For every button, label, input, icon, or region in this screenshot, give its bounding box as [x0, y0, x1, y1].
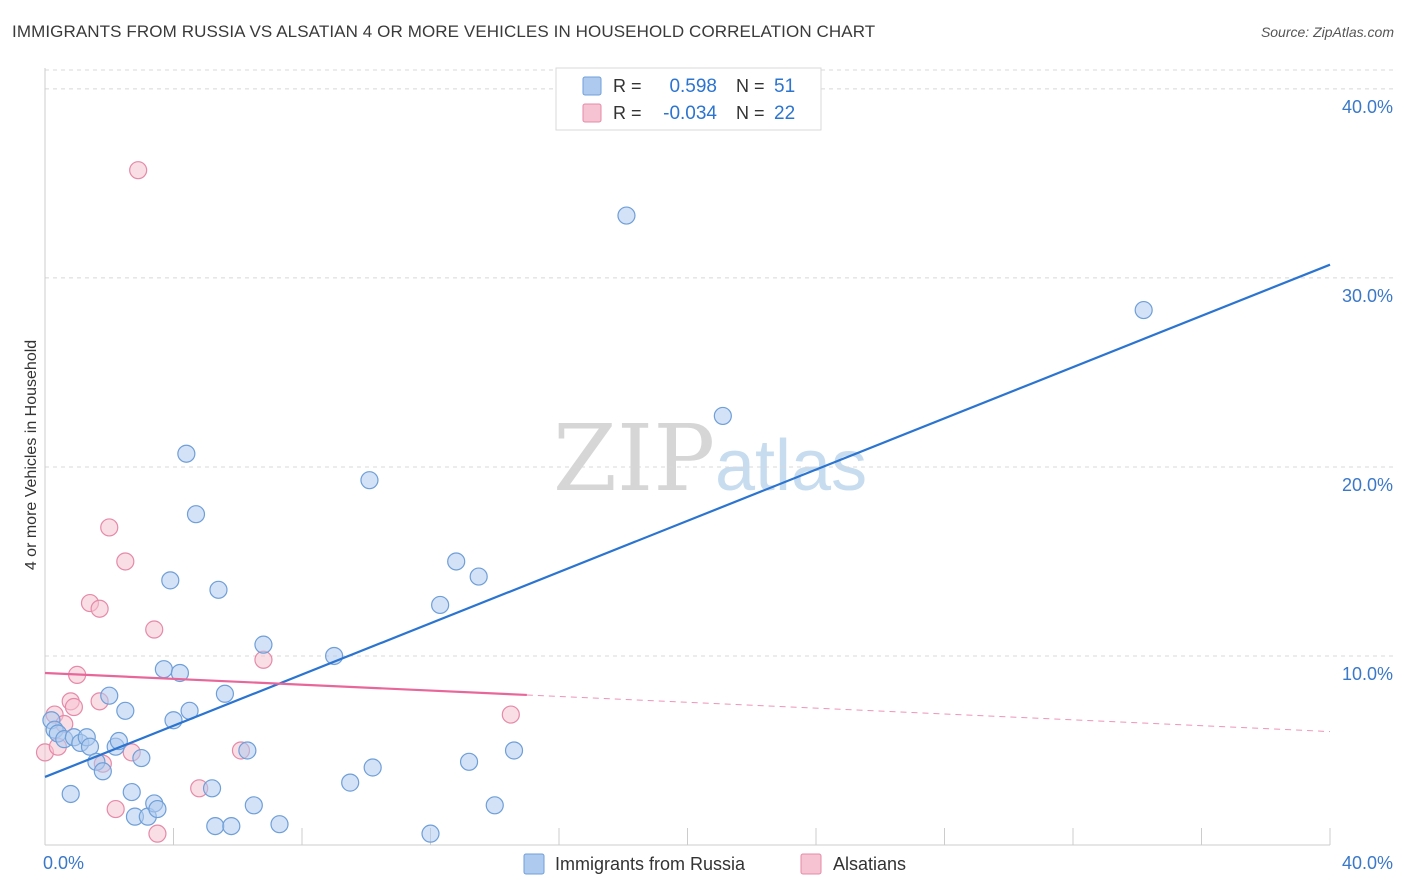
- russia-point: [100, 686, 119, 705]
- legend-n-value-2: 22: [774, 103, 795, 124]
- russia-point: [122, 782, 141, 802]
- alsatians-point: [148, 824, 167, 843]
- russia-point: [80, 737, 100, 756]
- russia-point: [244, 796, 263, 815]
- russia-point: [469, 567, 488, 586]
- legend-n-label-2: N =: [736, 103, 765, 123]
- series-legend: Immigrants from Russia Alsatians: [523, 853, 906, 875]
- alsatians-point: [254, 650, 273, 669]
- russia-point: [360, 471, 379, 490]
- y-tick-label: 40.0%: [1342, 97, 1393, 117]
- x-tick-label-min: 0.0%: [43, 853, 84, 873]
- russia-point: [93, 762, 112, 781]
- legend-r-label-1: R =: [613, 76, 642, 96]
- bottom-legend-label-russia: Immigrants from Russia: [555, 854, 746, 874]
- russia-point: [148, 799, 167, 819]
- russia-point: [202, 779, 222, 798]
- russia-point: [209, 580, 228, 599]
- russia-point: [421, 824, 440, 843]
- alsatians-point: [64, 697, 84, 717]
- russia-point: [215, 684, 234, 703]
- grid-lines: [45, 69, 1395, 657]
- alsatians-point: [100, 518, 119, 537]
- bottom-legend-swatch-pink: [800, 853, 822, 875]
- russia-point: [363, 758, 382, 777]
- source-label: Source: ZipAtlas.com: [1260, 24, 1394, 40]
- russia-point: [222, 816, 241, 836]
- stats-legend: R = 0.598 N = 51 R = -0.034 N = 22: [555, 67, 822, 131]
- alsatians-trend-extension: [526, 694, 1331, 733]
- russia-point: [154, 660, 173, 679]
- legend-swatch-blue: [582, 76, 602, 96]
- alsatians-point: [90, 599, 109, 618]
- watermark-zip: ZIP: [553, 405, 715, 512]
- russia-point: [270, 815, 289, 834]
- russia-point: [713, 406, 732, 426]
- russia-point: [617, 206, 636, 225]
- russia-point: [177, 444, 196, 463]
- russia-point: [485, 796, 504, 815]
- trend-lines: [44, 263, 1331, 778]
- russia-point: [61, 784, 80, 804]
- russia-point: [447, 552, 466, 571]
- alsatians-point: [116, 552, 135, 571]
- russia-points: [42, 206, 1153, 843]
- bottom-legend-label-alsatians: Alsatians: [833, 854, 906, 874]
- russia-point: [341, 773, 360, 792]
- russia-point: [186, 505, 206, 524]
- russia-point: [431, 595, 450, 615]
- russia-point: [170, 663, 190, 683]
- alsatians-point: [129, 161, 148, 180]
- russia-point: [206, 816, 225, 836]
- y-tick-label: 30.0%: [1342, 286, 1393, 306]
- chart-title: IMMIGRANTS FROM RUSSIA VS ALSATIAN 4 OR …: [12, 22, 876, 41]
- russia-point: [504, 741, 524, 760]
- russia-trend-line: [44, 263, 1331, 778]
- russia-point: [132, 748, 151, 768]
- legend-swatch-pink: [582, 103, 602, 123]
- legend-n-label-1: N =: [736, 76, 765, 96]
- alsatians-point: [106, 799, 125, 819]
- legend-r-label-2: R =: [613, 103, 642, 123]
- alsatians-point: [145, 620, 164, 639]
- y-tick-label: 20.0%: [1342, 475, 1393, 495]
- alsatians-point: [501, 705, 520, 724]
- y-tick-label: 10.0%: [1342, 664, 1393, 684]
- y-axis-label: 4 or more Vehicles in Household: [23, 340, 40, 570]
- alsatians-points: [35, 161, 520, 843]
- legend-r-value-2: -0.034: [663, 103, 717, 124]
- legend-n-value-1: 51: [774, 76, 795, 97]
- russia-point: [1134, 300, 1153, 320]
- tick-labels: 10.0% 20.0% 30.0% 40.0% 0.0% 40.0%: [43, 97, 1393, 873]
- alsatians-trend-line: [44, 671, 527, 697]
- x-tick-label-max: 40.0%: [1342, 853, 1393, 873]
- russia-point: [459, 752, 479, 771]
- russia-point: [116, 701, 135, 720]
- russia-point: [254, 635, 273, 654]
- legend-r-value-1: 0.598: [669, 76, 717, 97]
- russia-point: [238, 741, 257, 760]
- bottom-legend-swatch-blue: [523, 853, 545, 875]
- russia-point: [161, 571, 180, 590]
- watermark-atlas: atlas: [715, 426, 867, 506]
